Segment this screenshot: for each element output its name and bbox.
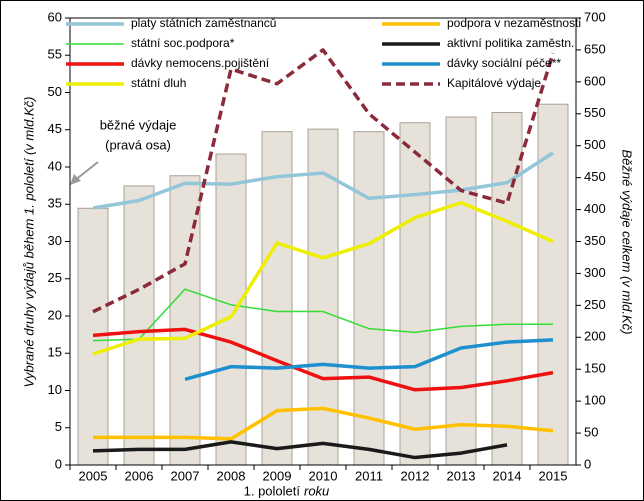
y2-tick-label: 200 bbox=[584, 329, 606, 344]
y-tick-label: 10 bbox=[48, 382, 62, 397]
y2-tick-label: 550 bbox=[584, 105, 606, 120]
legend-label: platy státních zaměstnanců bbox=[131, 16, 276, 30]
series-line bbox=[92, 327, 554, 392]
y2-tick-label: 400 bbox=[584, 201, 606, 216]
annotation-arrow bbox=[73, 161, 99, 182]
x-tick-label: 2013 bbox=[447, 468, 476, 483]
x-tick-label: 2006 bbox=[125, 468, 154, 483]
y2-tick-label: 650 bbox=[584, 41, 606, 56]
annotation-arrowhead bbox=[70, 174, 81, 185]
x-tick-label: 2010 bbox=[309, 468, 338, 483]
y-tick-label: 15 bbox=[48, 345, 62, 360]
legend-label: aktivní politika zaměstn. bbox=[447, 36, 574, 50]
bar bbox=[537, 103, 569, 466]
y2-tick-label: 150 bbox=[584, 361, 606, 376]
bar bbox=[261, 131, 293, 466]
bar bbox=[123, 185, 155, 466]
y2-tick-label: 300 bbox=[584, 265, 606, 280]
series-line bbox=[92, 440, 508, 460]
y-tick-label: 40 bbox=[48, 158, 62, 173]
y2-tick-label: 600 bbox=[584, 73, 606, 88]
y2-tick-label: 500 bbox=[584, 137, 606, 152]
x-tick-label: 2014 bbox=[493, 468, 522, 483]
y2-tick-label: 250 bbox=[584, 297, 606, 312]
x-tick-label: 2011 bbox=[355, 468, 383, 483]
y-tick-label: 25 bbox=[48, 270, 62, 285]
series-line bbox=[184, 338, 554, 382]
bar bbox=[445, 116, 477, 466]
y2-tick-label: 0 bbox=[584, 456, 591, 471]
x-tick-label: 2015 bbox=[539, 468, 568, 483]
bar bbox=[399, 122, 431, 466]
series-line bbox=[92, 201, 554, 356]
y-tick-label: 45 bbox=[48, 121, 62, 136]
legend-label: státní dluh bbox=[131, 76, 186, 90]
y-tick-label: 35 bbox=[48, 196, 62, 211]
y-tick-label: 60 bbox=[48, 9, 62, 24]
y-tick-label: 0 bbox=[55, 456, 62, 471]
annotation: (pravá osa) bbox=[105, 137, 171, 152]
series-line bbox=[92, 288, 553, 342]
y2-tick-label: 350 bbox=[584, 233, 606, 248]
bar bbox=[215, 153, 247, 466]
legend-label: dávky sociální péče** bbox=[447, 56, 561, 70]
y2-tick-label: 700 bbox=[584, 9, 606, 24]
y-tick-label: 20 bbox=[48, 307, 62, 322]
y2-tick-label: 50 bbox=[584, 425, 598, 440]
bar bbox=[169, 175, 201, 466]
x-tick-label: 2005 bbox=[79, 468, 108, 483]
series-line bbox=[92, 48, 555, 314]
legend-label: Kapitálové výdaje bbox=[447, 76, 541, 90]
x-tick-label: 2007 bbox=[171, 468, 200, 483]
x-tick-label: 2012 bbox=[401, 468, 430, 483]
x-tick-label: 2009 bbox=[263, 468, 292, 483]
y2-tick-label: 450 bbox=[584, 169, 606, 184]
y-tick-label: 50 bbox=[48, 84, 62, 99]
y-tick-label: 30 bbox=[48, 233, 62, 248]
x-axis-label: 1. pololetí bbox=[244, 483, 301, 498]
y-tick-label: 55 bbox=[48, 47, 62, 62]
y2-axis-label: Běžné výdaje celkem (v mld.Kč) bbox=[620, 150, 635, 335]
y2-tick-label: 100 bbox=[584, 393, 606, 408]
x-axis-label: roku bbox=[304, 483, 329, 498]
legend-label: dávky nemocens.pojištění bbox=[131, 56, 270, 70]
series-line bbox=[93, 406, 554, 441]
annotation: běžné výdaje bbox=[100, 117, 177, 132]
bar bbox=[353, 131, 385, 466]
y-tick-label: 5 bbox=[55, 419, 62, 434]
y-axis-label: Vybrané druhy výdajů během 1. pololetí (… bbox=[21, 97, 36, 388]
legend-label: státní soc.podpora* bbox=[131, 36, 235, 50]
series-line bbox=[92, 151, 554, 210]
bar bbox=[77, 207, 109, 466]
x-tick-label: 2008 bbox=[217, 468, 246, 483]
legend-label: podpora v nezaměstnosti bbox=[447, 16, 581, 30]
